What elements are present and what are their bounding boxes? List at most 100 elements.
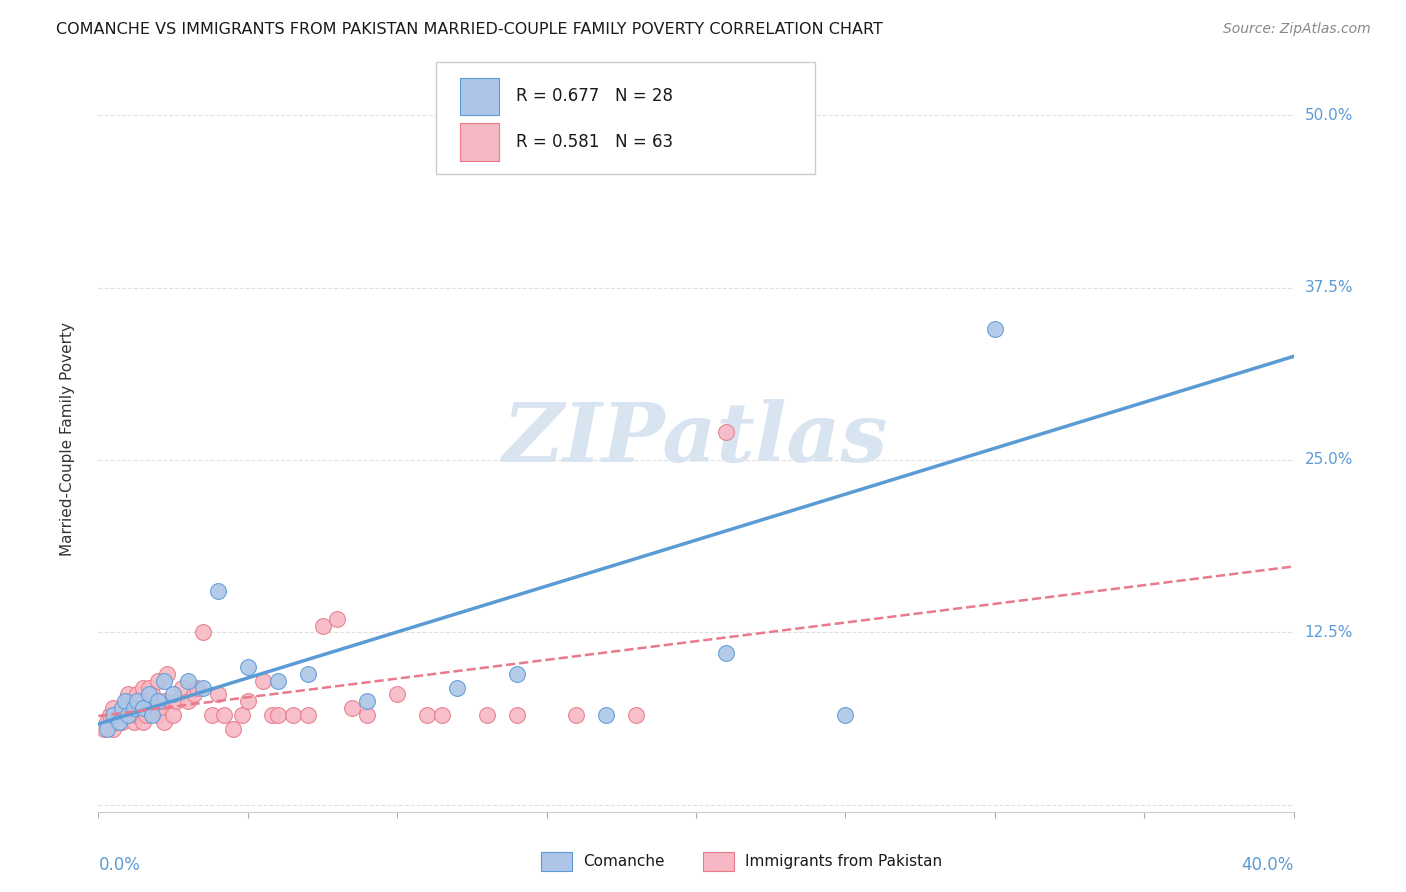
- Point: [162, 688, 184, 702]
- Point: [120, 708, 142, 723]
- Point: [177, 694, 200, 708]
- Point: [138, 681, 160, 695]
- Text: 40.0%: 40.0%: [1241, 856, 1294, 874]
- Point: [201, 708, 224, 723]
- Point: [111, 701, 134, 715]
- Point: [236, 660, 259, 674]
- Point: [143, 701, 166, 715]
- Text: 0.0%: 0.0%: [98, 856, 141, 874]
- Text: 37.5%: 37.5%: [1305, 280, 1353, 295]
- Point: [446, 681, 468, 695]
- Point: [297, 666, 319, 681]
- Point: [141, 688, 163, 702]
- Text: R = 0.581   N = 63: R = 0.581 N = 63: [516, 133, 673, 151]
- Point: [111, 714, 134, 729]
- Text: Immigrants from Pakistan: Immigrants from Pakistan: [745, 855, 942, 869]
- Point: [565, 708, 588, 723]
- Point: [267, 673, 290, 688]
- Point: [191, 625, 214, 640]
- Point: [165, 694, 187, 708]
- Point: [506, 666, 529, 681]
- Point: [626, 708, 648, 723]
- Text: R = 0.677   N = 28: R = 0.677 N = 28: [516, 87, 673, 105]
- Point: [236, 694, 259, 708]
- Text: COMANCHE VS IMMIGRANTS FROM PAKISTAN MARRIED-COUPLE FAMILY POVERTY CORRELATION C: COMANCHE VS IMMIGRANTS FROM PAKISTAN MAR…: [56, 22, 883, 37]
- Point: [127, 688, 149, 702]
- Point: [156, 666, 179, 681]
- Point: [135, 708, 157, 723]
- Point: [127, 708, 149, 723]
- Point: [183, 688, 205, 702]
- Point: [153, 673, 176, 688]
- Point: [148, 694, 170, 708]
- Point: [103, 701, 125, 715]
- Point: [356, 694, 378, 708]
- Text: ZIPatlas: ZIPatlas: [503, 400, 889, 479]
- Point: [114, 694, 136, 708]
- Text: 25.0%: 25.0%: [1305, 452, 1353, 467]
- Point: [222, 722, 245, 736]
- Point: [141, 694, 163, 708]
- Point: [172, 681, 194, 695]
- Point: [475, 708, 498, 723]
- Point: [153, 714, 176, 729]
- Point: [124, 714, 146, 729]
- Point: [117, 708, 139, 723]
- Point: [342, 701, 364, 715]
- Point: [117, 688, 139, 702]
- Point: [108, 708, 131, 723]
- Point: [103, 722, 125, 736]
- Text: Source: ZipAtlas.com: Source: ZipAtlas.com: [1223, 22, 1371, 37]
- Point: [98, 708, 122, 723]
- Point: [231, 708, 253, 723]
- Point: [127, 694, 149, 708]
- Point: [117, 708, 139, 723]
- Point: [311, 618, 333, 632]
- Text: Comanche: Comanche: [583, 855, 665, 869]
- Point: [745, 101, 768, 115]
- Text: 50.0%: 50.0%: [1305, 108, 1353, 123]
- Point: [132, 681, 155, 695]
- Point: [506, 708, 529, 723]
- Point: [186, 681, 208, 695]
- Point: [103, 708, 125, 723]
- Point: [93, 722, 115, 736]
- Point: [132, 701, 155, 715]
- Point: [595, 708, 617, 723]
- Point: [714, 646, 737, 660]
- Point: [416, 708, 439, 723]
- Point: [150, 701, 173, 715]
- Point: [96, 714, 118, 729]
- Point: [260, 708, 283, 723]
- Point: [117, 694, 139, 708]
- Point: [153, 694, 176, 708]
- Point: [96, 722, 118, 736]
- Point: [124, 701, 146, 715]
- Point: [984, 322, 1007, 336]
- Point: [114, 701, 136, 715]
- Point: [212, 708, 235, 723]
- Point: [714, 425, 737, 440]
- Point: [430, 708, 453, 723]
- Point: [267, 708, 290, 723]
- Point: [356, 708, 378, 723]
- Point: [105, 714, 128, 729]
- Point: [148, 708, 170, 723]
- Point: [297, 708, 319, 723]
- Point: [281, 708, 304, 723]
- Point: [834, 708, 856, 723]
- Point: [111, 708, 134, 723]
- Point: [124, 694, 146, 708]
- Point: [326, 612, 349, 626]
- Point: [138, 688, 160, 702]
- Point: [141, 708, 163, 723]
- Y-axis label: Married-Couple Family Poverty: Married-Couple Family Poverty: [60, 322, 75, 557]
- Point: [148, 673, 170, 688]
- Point: [177, 673, 200, 688]
- Point: [108, 714, 131, 729]
- Text: 12.5%: 12.5%: [1305, 625, 1353, 640]
- Point: [385, 688, 409, 702]
- Point: [252, 673, 274, 688]
- Point: [129, 708, 152, 723]
- Point: [132, 701, 155, 715]
